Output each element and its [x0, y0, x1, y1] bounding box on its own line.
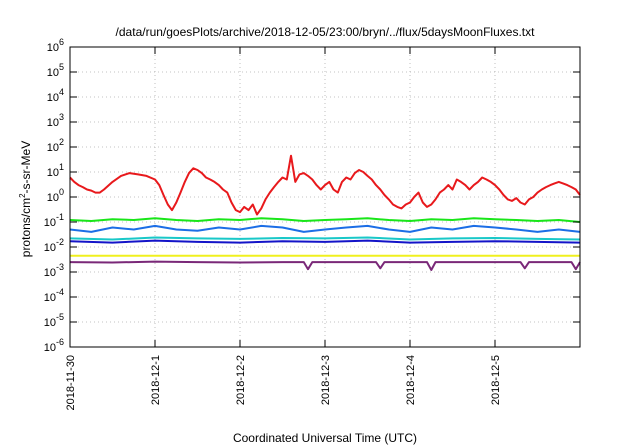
chart-title: /data/run/goesPlots/archive/2018-12-05/2… — [116, 25, 536, 39]
grid — [69, 46, 580, 348]
y-tick-label: 101 — [47, 162, 64, 179]
series-line-4 — [69, 239, 581, 244]
x-tick-label: 2018-12-4 — [405, 355, 417, 405]
series-line-2 — [69, 224, 581, 233]
y-tick-label: 105 — [47, 62, 64, 79]
x-tick-label: 2018-12-2 — [235, 355, 247, 405]
x-axis-label: Coordinated Universal Time (UTC) — [233, 431, 417, 445]
y-tick-label: 10-3 — [44, 262, 64, 279]
x-tick-label: 2018-12-3 — [320, 355, 332, 405]
y-tick-label: 10-6 — [44, 337, 64, 354]
series-line-1 — [69, 217, 581, 223]
y-tick-label: 10-1 — [44, 212, 64, 229]
series-line-6 — [69, 260, 581, 271]
x-tick-label: 2018-11-30 — [65, 355, 77, 410]
y-tick-label: 103 — [47, 112, 64, 129]
x-tick-label: 2018-12-1 — [150, 355, 162, 405]
y-tick-label: 10-5 — [44, 312, 64, 329]
y-tick-label: 10-2 — [44, 237, 64, 254]
y-axis-label-sup: 2 — [18, 193, 27, 198]
y-axis-label-post: -s-sr-MeV — [19, 141, 33, 194]
x-ticks: 2018-11-30 2018-12-1 2018-12-2 2018-12-3 201… — [65, 47, 502, 410]
y-axis-label: protons/cm2-s-sr-MeV — [18, 141, 33, 257]
y-axis-label-pre: protons/cm — [19, 198, 33, 257]
y-tick-label: 104 — [47, 87, 64, 104]
y-tick-label: 106 — [47, 37, 64, 54]
series-layer — [69, 154, 581, 271]
series-line-3 — [69, 236, 581, 241]
y-ticks: 10-6 10-5 10-4 10-3 10-2 10-1 100 101 102 103 104 1… — [44, 37, 580, 354]
series-line-0 — [69, 154, 581, 216]
y-tick-label: 102 — [47, 137, 64, 154]
y-tick-label: 100 — [47, 187, 64, 204]
x-tick-label: 2018-12-5 — [490, 355, 502, 405]
y-tick-label: 10-4 — [44, 287, 64, 304]
